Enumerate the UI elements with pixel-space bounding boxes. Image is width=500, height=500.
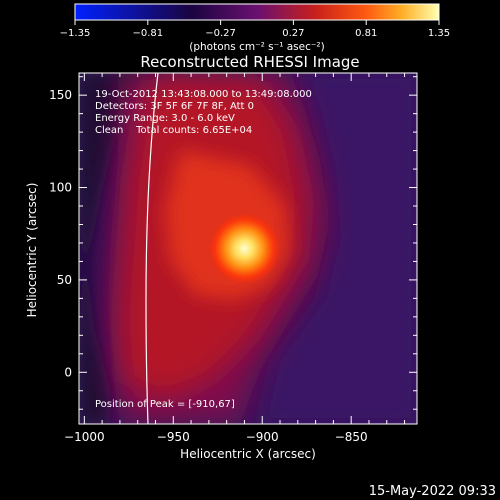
colorbar [74, 3, 440, 21]
colorbar-tick-label: 1.35 [428, 28, 450, 39]
x-tick-label: −900 [246, 430, 279, 444]
peak-position-label: Position of Peak = [-910,67] [95, 399, 235, 410]
halo-region-right [260, 73, 417, 424]
annotation-detectors: Detectors: 3F 5F 6F 7F 8F, Att 0 [95, 101, 254, 112]
y-tick-label: 100 [49, 181, 72, 195]
colorbar-ticks: −1.35 −0.81 −0.27 0.27 0.81 1.35 [60, 20, 450, 39]
dark-region-left [79, 73, 160, 424]
y-axis-label: Heliocentric Y (arcsec) [25, 183, 39, 318]
x-tick-label: −850 [335, 430, 368, 444]
x-axis-label: Heliocentric X (arcsec) [180, 447, 316, 461]
y-tick-label: 150 [49, 88, 72, 102]
axis-ticks: −1000 −950 −900 −850 0 50 100 150 [49, 73, 417, 444]
plot-frame [78, 72, 418, 425]
footer-date: 15-May-2022 09:33 [369, 484, 496, 499]
colorbar-tick-label: 0.27 [282, 28, 304, 39]
colorbar-tick-label: −0.27 [205, 28, 236, 39]
peak-source [208, 212, 281, 285]
observation-annotations: 19-Oct-2012 13:43:08.000 to 13:49:08.000… [95, 89, 312, 136]
heatmap-image [79, 73, 417, 424]
solar-limb-line [145, 73, 159, 424]
annotation-energy-range: Energy Range: 3.0 - 6.0 keV [95, 113, 235, 124]
colorbar-tick-label: −1.35 [60, 28, 91, 39]
annotation-clean-counts: Clean Total counts: 6.65E+04 [95, 125, 252, 136]
chart-title: Reconstructed RHESSI Image [140, 53, 359, 71]
x-tick-label: −1000 [64, 430, 105, 444]
x-tick-label: −950 [157, 430, 190, 444]
annotation-time-range: 19-Oct-2012 13:43:08.000 to 13:49:08.000 [95, 89, 312, 100]
y-tick-label: 0 [64, 365, 72, 379]
y-tick-label: 50 [57, 273, 72, 287]
colorbar-tick-label: 0.81 [355, 28, 377, 39]
colorbar-tick-label: −0.81 [132, 28, 163, 39]
colorbar-unit-label: (photons cm⁻² s⁻¹ asec⁻²) [189, 41, 324, 53]
